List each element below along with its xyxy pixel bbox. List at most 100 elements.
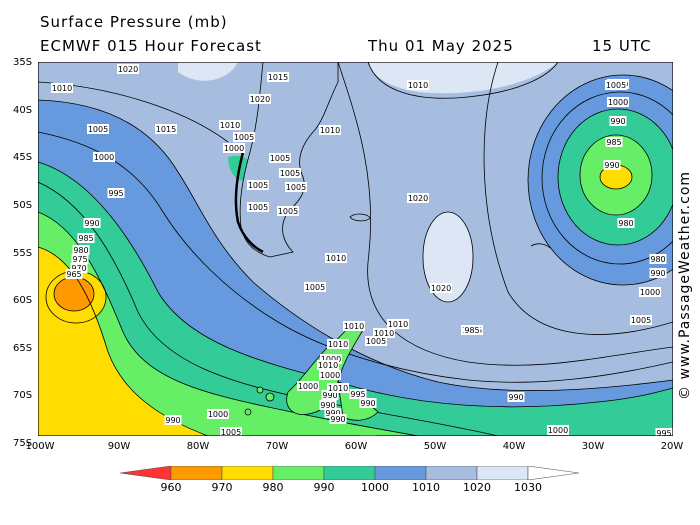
legend-tick: 980 [262,481,284,494]
isobar-label-bg [320,354,342,364]
isobar-label-bg [70,263,88,273]
isobar-label: 1005 [280,169,300,178]
isobar-label: 1010 [408,81,428,90]
isobar-label-bg [249,94,271,104]
isobar-label-bg [507,392,525,402]
legend-swatch [221,466,274,480]
lon-label: 50W [423,441,447,452]
isobar-label: 1005 [286,183,306,192]
isobar-label: 980 [73,246,88,255]
legend-tick: 970 [211,481,233,494]
legend-swatch [374,466,427,480]
isobar-label: 990 [325,409,340,418]
isobar-label-bg [649,268,667,278]
isobar-label-bg [319,400,337,410]
isobar-label-bg [207,409,229,419]
isobar-label: 985 [606,138,621,147]
legend-swatch [527,466,580,480]
isobar-label: 970 [71,264,86,273]
lat-label: 40S [13,105,33,116]
falkland-islands [349,213,371,222]
isobar-label-bg [373,328,395,338]
isobar-label: 1010 [326,254,346,263]
band-980-990 [38,212,418,436]
isobar-label-bg [267,72,289,82]
band-990-1000 [38,162,673,436]
isobar-label: 985 [78,234,93,243]
isobar-label-bg [233,132,255,142]
isobar-label: 1005 [88,125,108,134]
isobar-label: 1010 [318,361,338,370]
isobar-label: 985 [464,326,479,335]
isobar-label-bg [607,97,629,107]
lat-label: 55S [13,248,33,259]
map-title: Surface Pressure (mb) [40,13,228,31]
isobar-label: 1000 [94,153,114,162]
isobar-label-bg [324,408,342,418]
isobar-label-bg [321,390,339,400]
isobar-label: 1020 [431,284,451,293]
isobar-label-bg [609,116,627,126]
lon-label: 30W [581,441,605,452]
legend-tick: 1000 [361,481,389,494]
isobar-label: 1005 [234,133,254,142]
isobar-label: 995 [108,189,123,198]
isobar-label: 1005 [248,203,268,212]
isobar-label-bg [603,160,621,170]
isobar-label: 980 [618,219,633,228]
isobar-label: 1000 [608,98,628,107]
isobar-label-bg [220,427,242,436]
isobar-label-bg [117,64,139,74]
isobar-label: 1010 [374,329,394,338]
isobar-label-bg [365,336,387,346]
isobar-label-bg [164,415,182,425]
isobar-label-bg [605,80,627,90]
legend-tick: 960 [160,481,182,494]
south-georgia [530,243,551,249]
isobar-label-bg [430,283,452,293]
lon-label: 100W [25,441,55,452]
isobar-label-bg [87,124,109,134]
lon-label: 70W [265,441,289,452]
legend-swatch [323,466,376,480]
isobar-label-bg [72,245,90,255]
isobar-label: 1005 [278,207,298,216]
isobar-label: 1020 [408,194,428,203]
isobar-label-bg [319,125,341,135]
isobar-label: 1010 [328,384,348,393]
isobar-label-bg [71,254,89,264]
isobar-label-bg [223,143,245,153]
isobar-label-bg [51,83,73,93]
isobar-label-bg [547,425,569,435]
isobar-label-bg [630,315,652,325]
isobar-label-bg [639,287,661,297]
isobar-label-bg [359,398,377,408]
isobar-label: 1005 [221,428,241,436]
isobar-label: 1005 [366,337,386,346]
legend-swatch [120,466,172,480]
isobar-label: 990 [320,401,335,410]
isobar-label-bg [617,218,635,228]
isobar-label: 975 [72,255,87,264]
isobar-label-bg [349,389,367,399]
isobar-label: 980 [650,255,665,264]
isobar-label-bg [247,202,269,212]
isobar-label: 990 [322,391,337,400]
isobar-label: 1000 [321,355,341,364]
isobar-label: 990 [604,161,619,170]
isobar-label-bg [605,137,623,147]
legend-swatch [272,466,325,480]
isobar-label: 1000 [298,382,318,391]
isobar-label: 1010 [52,84,72,93]
forecast-time: 15 UTC [592,37,652,55]
isobar-label-bg [247,180,269,190]
isobar-label: 990 [165,416,180,425]
isobar-label-bg [155,124,177,134]
isobar-label: 990 [360,399,375,408]
isobar-label: 990 [610,117,625,126]
isobar-label: 990 [650,269,665,278]
isobar-label-bg [297,381,319,391]
isobar-label-bg [649,254,667,264]
isobar-label: 1000 [208,410,228,419]
lat-label: 60S [13,295,33,306]
